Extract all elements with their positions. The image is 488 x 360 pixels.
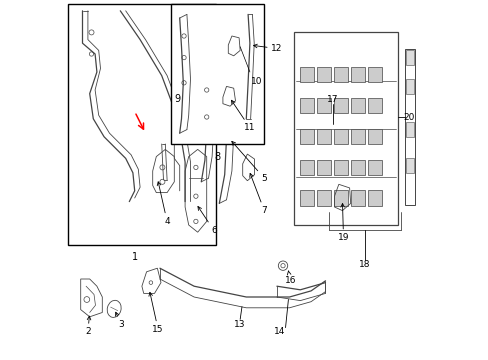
Bar xyxy=(367,129,381,144)
Text: 12: 12 xyxy=(253,44,282,53)
Bar xyxy=(334,98,347,113)
Text: 15: 15 xyxy=(149,292,163,334)
Bar xyxy=(317,129,330,144)
Bar xyxy=(294,32,397,225)
Text: 16: 16 xyxy=(284,271,295,284)
Text: 18: 18 xyxy=(359,260,370,269)
Text: 5: 5 xyxy=(231,141,266,183)
Text: 11: 11 xyxy=(231,100,255,132)
Text: 4: 4 xyxy=(157,182,169,226)
Text: 10: 10 xyxy=(251,77,263,86)
Text: 3: 3 xyxy=(115,312,124,329)
Bar xyxy=(317,67,330,82)
Bar xyxy=(405,122,413,137)
Text: 17: 17 xyxy=(326,95,338,104)
Bar xyxy=(300,129,313,144)
Text: 7: 7 xyxy=(249,174,266,215)
Text: 14: 14 xyxy=(274,328,285,336)
Text: 6: 6 xyxy=(198,207,216,235)
Text: 1: 1 xyxy=(131,252,138,262)
Bar xyxy=(300,190,313,206)
Bar xyxy=(317,159,330,175)
Bar xyxy=(351,190,364,206)
Bar xyxy=(317,98,330,113)
Text: 2: 2 xyxy=(85,316,91,336)
Bar xyxy=(300,159,313,175)
Bar xyxy=(334,67,347,82)
Text: 20: 20 xyxy=(403,112,414,122)
Bar xyxy=(334,159,347,175)
Text: 13: 13 xyxy=(234,320,245,329)
Text: 19: 19 xyxy=(337,203,348,242)
Bar xyxy=(367,98,381,113)
Bar xyxy=(367,190,381,206)
Bar xyxy=(405,50,413,65)
Bar xyxy=(367,159,381,175)
Bar xyxy=(351,67,364,82)
Bar xyxy=(405,79,413,94)
Bar xyxy=(405,158,413,173)
Bar xyxy=(300,67,313,82)
Bar xyxy=(367,67,381,82)
Text: 8: 8 xyxy=(214,152,220,162)
Bar xyxy=(334,129,347,144)
Bar xyxy=(68,4,215,245)
Bar xyxy=(351,129,364,144)
Bar xyxy=(404,49,414,205)
Text: 9: 9 xyxy=(175,94,181,104)
Bar xyxy=(170,4,264,144)
Bar xyxy=(300,98,313,113)
Bar xyxy=(334,190,347,206)
Bar xyxy=(351,98,364,113)
Bar xyxy=(317,190,330,206)
Bar xyxy=(351,159,364,175)
